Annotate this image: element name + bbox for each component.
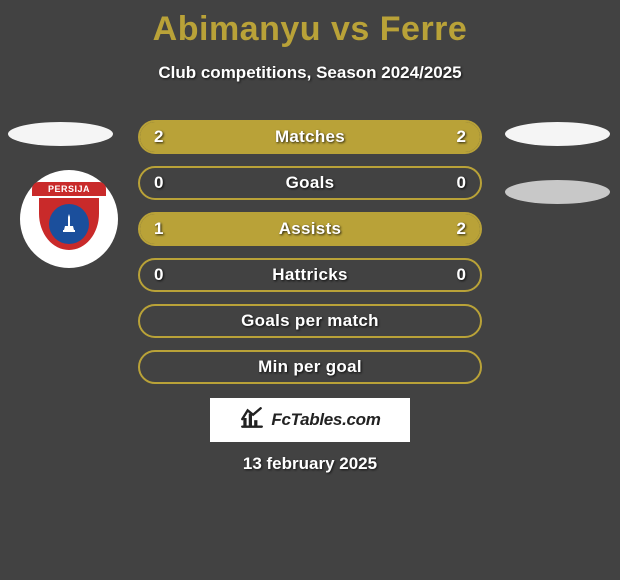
stat-bar-row: Goals per match: [138, 304, 482, 338]
crest-monument-icon: [49, 204, 89, 244]
crest-banner: PERSIJA: [32, 182, 106, 196]
bar-label: Min per goal: [140, 352, 480, 382]
fctables-badge: FcTables.com: [210, 398, 410, 442]
club-crest: PERSIJA: [24, 174, 114, 264]
bar-label: Matches: [140, 122, 480, 152]
date-line: 13 february 2025: [0, 454, 620, 474]
player-oval-left: [8, 122, 113, 146]
bar-label: Goals: [140, 168, 480, 198]
page-title: Abimanyu vs Ferre: [0, 0, 620, 49]
stat-bar-row: 22Matches: [138, 120, 482, 154]
stat-bar-row: 12Assists: [138, 212, 482, 246]
bar-label: Assists: [140, 214, 480, 244]
fctables-text: FcTables.com: [271, 410, 380, 430]
title-right: Ferre: [380, 10, 468, 48]
fctables-chart-icon: [239, 405, 265, 436]
crest-inner: PERSIJA: [32, 182, 106, 256]
title-vs: vs: [331, 10, 370, 48]
crest-shield: [39, 198, 99, 250]
bar-label: Goals per match: [140, 306, 480, 336]
stat-bar-row: 00Goals: [138, 166, 482, 200]
stat-bars: 22Matches 00Goals 12Assists 00Hattricks Goal…: [138, 120, 482, 396]
stat-bar-row: 00Hattricks: [138, 258, 482, 292]
bar-label: Hattricks: [140, 260, 480, 290]
subtitle: Club competitions, Season 2024/2025: [0, 63, 620, 83]
comparison-card: Abimanyu vs Ferre Club competitions, Sea…: [0, 0, 620, 580]
stat-bar-row: Min per goal: [138, 350, 482, 384]
player-oval-right-1: [505, 122, 610, 146]
player-oval-right-2: [505, 180, 610, 204]
title-left: Abimanyu: [153, 10, 321, 48]
